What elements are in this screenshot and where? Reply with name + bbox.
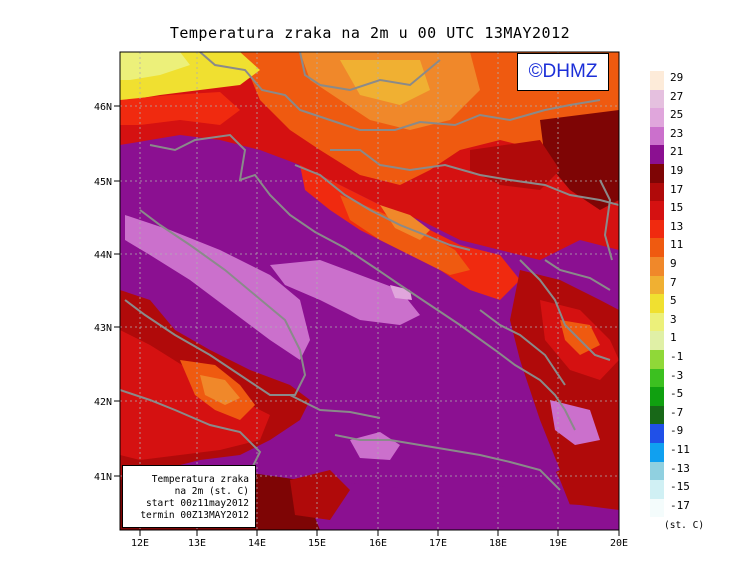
legend-label: -13: [670, 461, 690, 475]
legend-swatch: [650, 312, 664, 332]
legend-swatch: [650, 89, 664, 109]
lat-label-41n: 41N: [94, 472, 112, 483]
lon-label-17e: 17E: [429, 538, 447, 549]
lon-label-19e: 19E: [549, 538, 567, 549]
legend-label: -1: [670, 350, 684, 363]
legend-swatch: [650, 480, 664, 499]
lon-label-20e: 20E: [610, 538, 628, 549]
legend-label: -17: [670, 498, 690, 512]
legend-swatch: [650, 387, 664, 406]
legend-label: 3: [670, 312, 677, 326]
info-line-units: na 2m (st. C): [174, 486, 249, 497]
axis-ticks: [114, 105, 620, 536]
legend-swatch: [650, 126, 664, 146]
temperature-field: [120, 52, 619, 530]
legend-label: 17: [670, 182, 684, 196]
legend-swatch: [650, 368, 664, 388]
legend-label: 27: [670, 89, 684, 103]
legend-label: 29: [670, 71, 684, 84]
legend-swatch: [650, 71, 664, 90]
legend-label: -5: [670, 387, 684, 401]
graticule: [120, 52, 619, 530]
legend-label: 21: [670, 145, 684, 159]
legend-label: 19: [670, 164, 684, 177]
legend-swatch: [650, 201, 664, 220]
legend-swatch: [650, 108, 664, 127]
legend-swatch: [650, 182, 664, 202]
lon-label-16e: 16E: [369, 538, 387, 549]
lat-label-43n: 43N: [94, 323, 112, 334]
legend-swatch: [650, 461, 664, 481]
legend-swatch: [650, 275, 664, 295]
info-line-start: start 00z11may2012: [146, 498, 249, 509]
legend-label: -11: [670, 443, 690, 456]
legend-swatch: [650, 405, 664, 425]
legend-label: -9: [670, 424, 684, 438]
lon-label-14e: 14E: [248, 538, 266, 549]
lat-label-42n: 42N: [94, 397, 112, 408]
legend-swatch: [650, 331, 664, 350]
lon-label-13e: 13E: [188, 538, 206, 549]
legend-label: 11: [670, 238, 684, 252]
lon-label-15e: 15E: [308, 538, 326, 549]
legend-swatch: [650, 164, 664, 183]
legend-swatch: [650, 257, 664, 276]
legend-swatch: [650, 145, 664, 164]
legend-label: 13: [670, 219, 684, 233]
legend-label: -3: [670, 368, 684, 382]
lat-label-44n: 44N: [94, 250, 112, 261]
info-line-variable: Temperatura zraka: [151, 474, 249, 485]
lat-label-46n: 46N: [94, 102, 112, 113]
map-title: Temperatura zraka na 2m u 00 UTC 13MAY20…: [169, 24, 571, 42]
legend-label: 7: [670, 275, 677, 289]
legend-label: -7: [670, 405, 684, 419]
coastlines: [120, 52, 619, 491]
legend-label: 1: [670, 331, 677, 345]
legend-swatch: [650, 350, 664, 369]
lat-label-45n: 45N: [94, 177, 112, 188]
lon-label-18e: 18E: [489, 538, 507, 549]
legend-swatch: [650, 238, 664, 257]
info-line-termin: termin 00Z13MAY2012: [140, 510, 249, 521]
legend-unit: (st. C): [664, 520, 705, 531]
legend-label: 23: [670, 126, 684, 140]
legend-swatch: [650, 443, 664, 462]
map-frame: [119, 51, 620, 531]
legend-label: 9: [670, 257, 677, 270]
legend-label: 5: [670, 294, 677, 308]
lon-label-12e: 12E: [131, 538, 149, 549]
legend-swatch: [650, 498, 664, 518]
info-box: Temperatura zraka na 2m (st. C) start 00…: [122, 465, 256, 528]
legend-swatch: [650, 294, 664, 313]
legend-label: 15: [670, 201, 684, 215]
legend-label: -15: [670, 480, 690, 494]
legend-label: 25: [670, 108, 684, 122]
legend-swatch: [650, 219, 664, 239]
dhmz-logo: ©DHMZ: [517, 53, 609, 91]
legend-swatch: [650, 424, 664, 443]
